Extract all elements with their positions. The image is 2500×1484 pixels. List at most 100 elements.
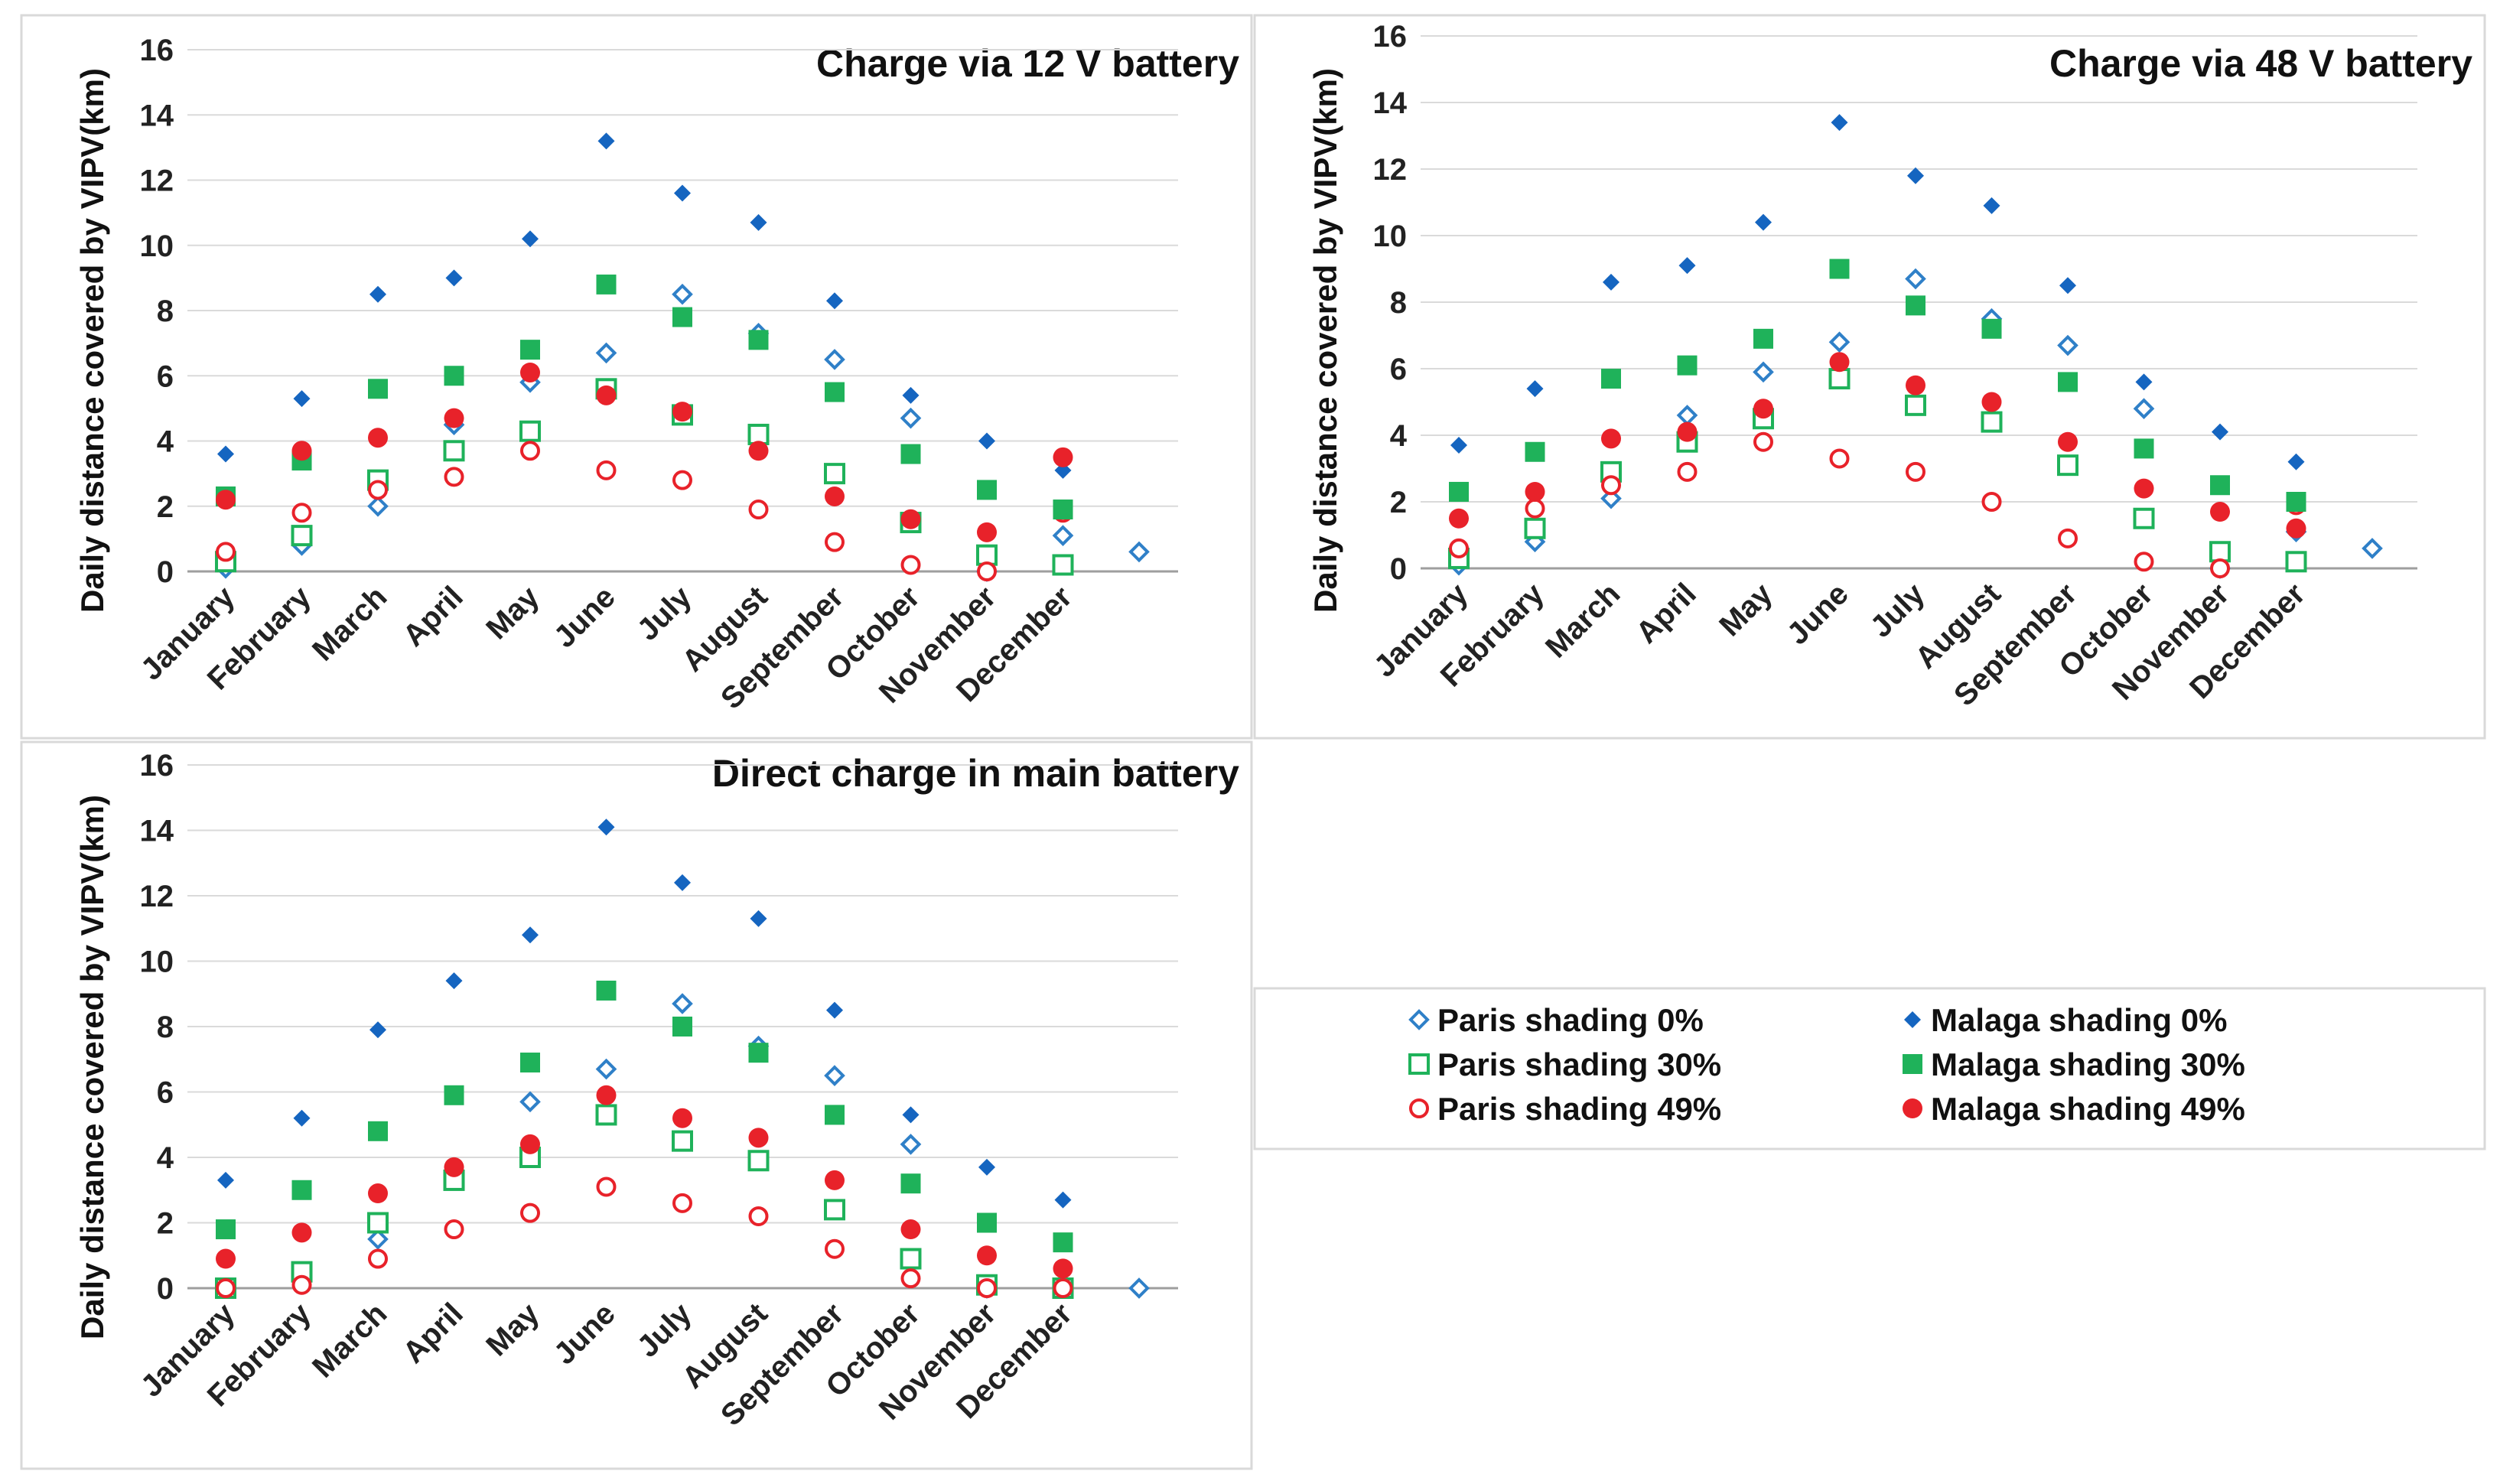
x-tick-label: March <box>306 580 393 667</box>
y-tick-label: 4 <box>157 425 174 459</box>
chart-panel-12v-border <box>20 14 1253 740</box>
data-point <box>1601 475 1621 496</box>
data-point <box>748 1206 769 1226</box>
data-point <box>369 285 386 303</box>
data-point <box>826 292 843 310</box>
chart-title-direct: Direct charge in main battery <box>712 752 1239 795</box>
legend-label: Malaga shading 30% <box>1931 1046 2245 1082</box>
data-point <box>1450 437 1467 454</box>
chart-panel-direct-border <box>20 740 1253 1470</box>
data-point <box>1828 331 1851 353</box>
x-tick-label: March <box>306 1297 393 1384</box>
data-point <box>2210 558 2230 578</box>
data-point <box>597 132 615 150</box>
series-malaga-shading-30- <box>216 980 1073 1253</box>
y-tick-label: 6 <box>157 1076 174 1110</box>
data-point <box>2286 518 2306 539</box>
data-point <box>1906 375 1925 395</box>
x-tick-label: May <box>480 1297 546 1363</box>
data-point <box>825 1170 845 1190</box>
data-point <box>216 1278 236 1298</box>
legend-marker <box>1904 1011 1921 1028</box>
data-point <box>1601 428 1621 449</box>
data-point <box>1905 268 1926 290</box>
data-point <box>1906 295 1925 316</box>
x-tick-label: June <box>1781 577 1855 651</box>
x-tick-label: June <box>548 580 622 654</box>
series-malaga-shading-0- <box>217 818 1072 1209</box>
series-paris-shading-0- <box>215 283 1150 582</box>
data-point <box>520 340 540 360</box>
data-point <box>445 972 463 990</box>
data-point <box>519 420 541 442</box>
data-point <box>1524 517 1546 539</box>
data-point <box>1829 259 1850 279</box>
x-tick-label: July <box>1864 577 1932 644</box>
y-axis-label-48v: Daily distance covered by VIPV(km) <box>1307 68 1343 613</box>
data-point <box>1053 447 1073 467</box>
legend-marker <box>1409 1098 1429 1118</box>
data-point <box>520 362 540 382</box>
series-paris-shading-30- <box>215 378 1074 576</box>
data-point <box>2286 492 2306 512</box>
data-point <box>825 1105 845 1125</box>
data-point <box>1053 1232 1073 1253</box>
data-point <box>2134 438 2154 459</box>
legend-item: Malaga shading 49% <box>1903 1091 2245 1127</box>
y-tick-label: 2 <box>157 490 174 524</box>
data-point <box>1449 508 1469 529</box>
data-point <box>1449 538 1469 558</box>
data-point <box>217 1171 234 1189</box>
data-point <box>1128 1277 1150 1299</box>
data-point <box>595 1058 617 1080</box>
y-tick-label: 4 <box>1390 419 1408 453</box>
data-point <box>1755 213 1772 231</box>
data-point <box>596 385 617 405</box>
data-point <box>1449 481 1469 502</box>
data-point <box>977 1212 997 1233</box>
data-point <box>672 1108 692 1128</box>
series-malaga-shading-49- <box>1449 352 2306 539</box>
data-point <box>978 432 995 450</box>
data-point <box>1829 448 1850 469</box>
data-point <box>1052 525 1074 546</box>
data-point <box>1525 441 1545 462</box>
series-malaga-shading-0- <box>1450 114 2305 470</box>
y-axis-label-12v: Daily distance covered by VIPV(km) <box>74 68 110 613</box>
series-paris-shading-30- <box>215 1104 1074 1299</box>
data-point <box>900 1134 922 1155</box>
y-tick-label: 0 <box>1390 552 1407 586</box>
legend-label: Paris shading 0% <box>1437 1002 1704 1038</box>
data-point <box>900 1248 922 1270</box>
legend-item: Paris shading 49% <box>1409 1091 1721 1127</box>
data-point <box>444 1085 464 1105</box>
data-point <box>216 490 236 510</box>
y-tick-label: 10 <box>140 229 174 263</box>
data-point <box>977 561 997 581</box>
data-point <box>519 1091 541 1113</box>
legend-label: Paris shading 49% <box>1437 1091 1721 1127</box>
chart-title-48v: Charge via 48 V battery <box>2049 42 2472 85</box>
data-point <box>977 1245 997 1266</box>
data-point <box>595 1104 617 1126</box>
chart-panel-48v-border <box>1253 14 2486 740</box>
x-tick-label: May <box>480 580 546 646</box>
data-point <box>520 1053 540 1073</box>
data-point <box>900 1219 921 1240</box>
data-point <box>368 1121 388 1141</box>
series-paris-shading-49- <box>1449 431 2306 578</box>
legend-label: Malaga shading 49% <box>1931 1091 2245 1127</box>
data-point <box>2134 478 2154 499</box>
data-point <box>825 486 845 506</box>
data-point <box>2133 398 2155 420</box>
data-point <box>2209 541 2231 563</box>
data-point <box>1676 405 1698 426</box>
data-point <box>2058 372 2078 392</box>
data-point <box>900 509 921 529</box>
data-point <box>1907 167 1924 184</box>
data-point <box>2058 528 2078 548</box>
series-malaga-shading-49- <box>216 1085 1073 1279</box>
data-point <box>900 1268 921 1289</box>
